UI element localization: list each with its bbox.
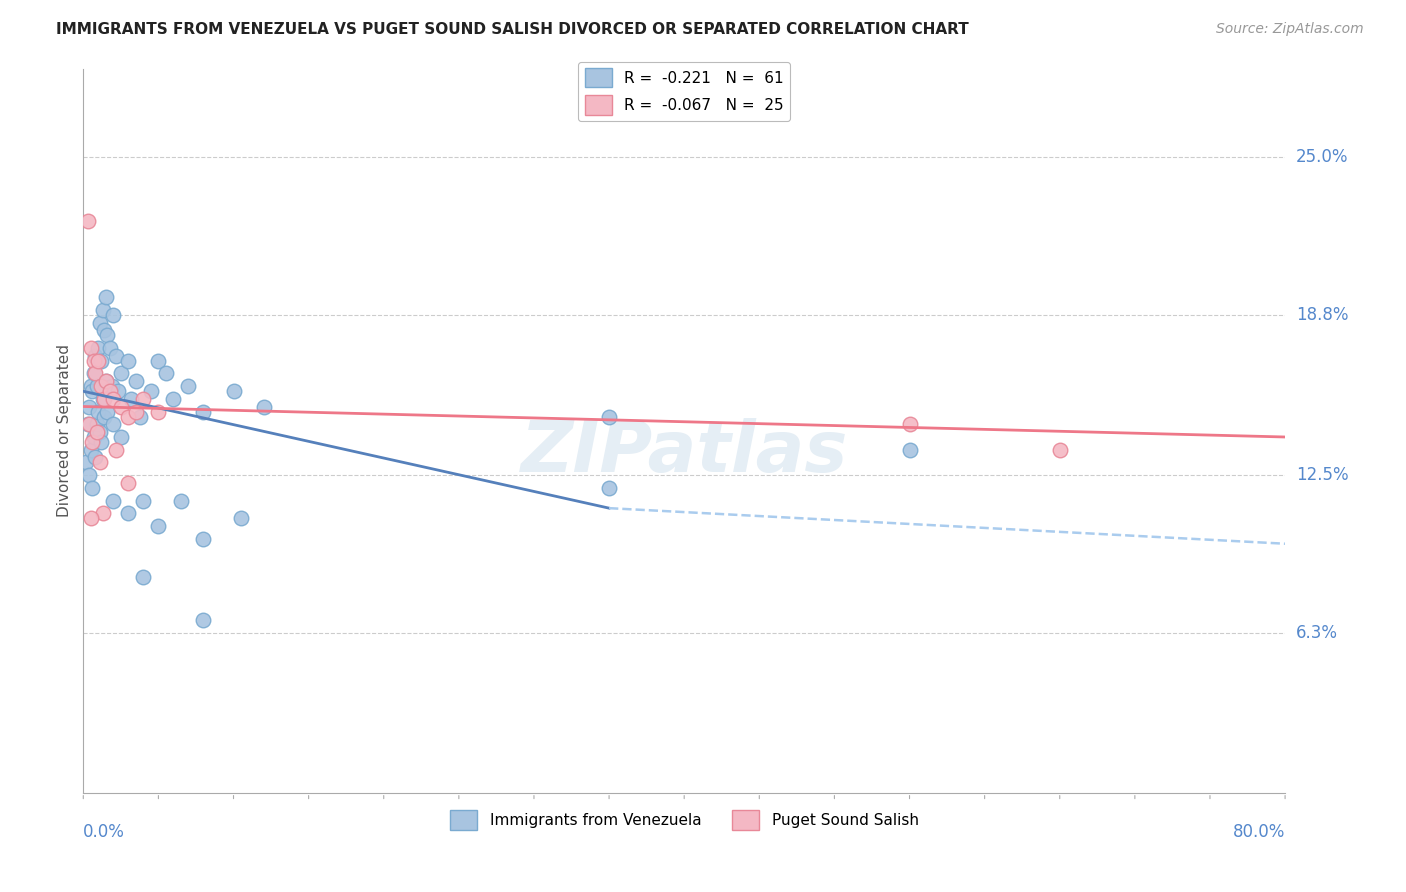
Text: 0.0%: 0.0% (83, 823, 125, 841)
Point (75, 455, 97, 469)
Point (76, 214, 98, 228)
Text: 18.8%: 18.8% (1296, 306, 1348, 324)
Point (84, 367, 107, 381)
Point (91, 506, 114, 520)
Point (105, 349, 128, 363)
Point (79, 417, 101, 432)
Point (125, 404, 148, 418)
Point (87, 404, 110, 418)
Point (155, 367, 177, 381)
Point (96, 404, 118, 418)
Text: Source: ZipAtlas.com: Source: ZipAtlas.com (1216, 22, 1364, 37)
Text: 25.0%: 25.0% (1296, 148, 1348, 167)
Point (82, 384, 104, 399)
Text: 80.0%: 80.0% (1233, 823, 1285, 841)
Point (86, 379, 108, 393)
Point (82, 481, 104, 495)
Point (117, 475, 139, 490)
Point (80, 511, 103, 525)
Point (103, 308, 125, 322)
Point (76, 417, 98, 432)
Point (98, 384, 121, 399)
Point (87, 341, 110, 355)
Point (90, 379, 112, 393)
Point (94, 374, 117, 388)
Point (84, 450, 107, 465)
Text: 12.5%: 12.5% (1296, 467, 1348, 484)
Point (80, 442, 103, 457)
Point (132, 570, 155, 584)
Point (94, 374, 117, 388)
Point (107, 384, 129, 399)
Point (83, 353, 105, 368)
Point (83, 430, 105, 444)
Point (132, 493, 155, 508)
Point (148, 404, 170, 418)
Point (177, 379, 200, 393)
Point (86, 417, 108, 432)
Text: IMMIGRANTS FROM VENEZUELA VS PUGET SOUND SALISH DIVORCED OR SEPARATED CORRELATIO: IMMIGRANTS FROM VENEZUELA VS PUGET SOUND… (56, 22, 969, 37)
Point (229, 511, 252, 525)
Point (93, 323, 115, 337)
Point (89, 425, 111, 439)
Point (898, 417, 921, 432)
Point (598, 409, 620, 424)
Point (193, 404, 215, 418)
Point (94, 290, 117, 304)
Point (84, 349, 107, 363)
Point (90, 435, 112, 450)
Point (1049, 442, 1071, 457)
Text: 6.3%: 6.3% (1296, 624, 1339, 641)
Point (79, 468, 101, 483)
Point (98, 341, 121, 355)
Point (96, 328, 118, 343)
Point (91, 392, 114, 406)
Point (80, 379, 103, 393)
Point (117, 409, 139, 424)
Point (80, 341, 103, 355)
Point (89, 455, 111, 469)
Point (193, 532, 215, 546)
Point (222, 384, 245, 399)
Point (101, 379, 124, 393)
Point (86, 425, 108, 439)
Point (87, 353, 110, 368)
Point (91, 302, 114, 317)
Point (110, 430, 132, 444)
Point (117, 353, 139, 368)
Point (103, 493, 125, 508)
Point (129, 409, 152, 424)
Point (252, 400, 274, 414)
Point (90, 353, 112, 368)
Point (148, 353, 170, 368)
Point (120, 392, 142, 406)
Point (598, 481, 620, 495)
Point (162, 392, 184, 406)
Legend: Immigrants from Venezuela, Puget Sound Salish: Immigrants from Venezuela, Puget Sound S… (444, 804, 925, 836)
Point (79, 400, 101, 414)
Point (125, 374, 148, 388)
Point (110, 400, 132, 414)
Y-axis label: Divorced or Separated: Divorced or Separated (58, 344, 72, 517)
Point (193, 613, 215, 627)
Point (898, 442, 921, 457)
Point (170, 493, 193, 508)
Point (139, 384, 162, 399)
Point (93, 392, 115, 406)
Point (82, 435, 104, 450)
Point (103, 417, 125, 432)
Point (117, 506, 139, 520)
Point (110, 367, 132, 381)
Point (93, 409, 115, 424)
Point (103, 392, 125, 406)
Point (83, 367, 105, 381)
Point (132, 392, 155, 406)
Point (89, 316, 111, 330)
Point (105, 442, 128, 457)
Text: ZIPatlas: ZIPatlas (520, 417, 848, 487)
Point (148, 519, 170, 533)
